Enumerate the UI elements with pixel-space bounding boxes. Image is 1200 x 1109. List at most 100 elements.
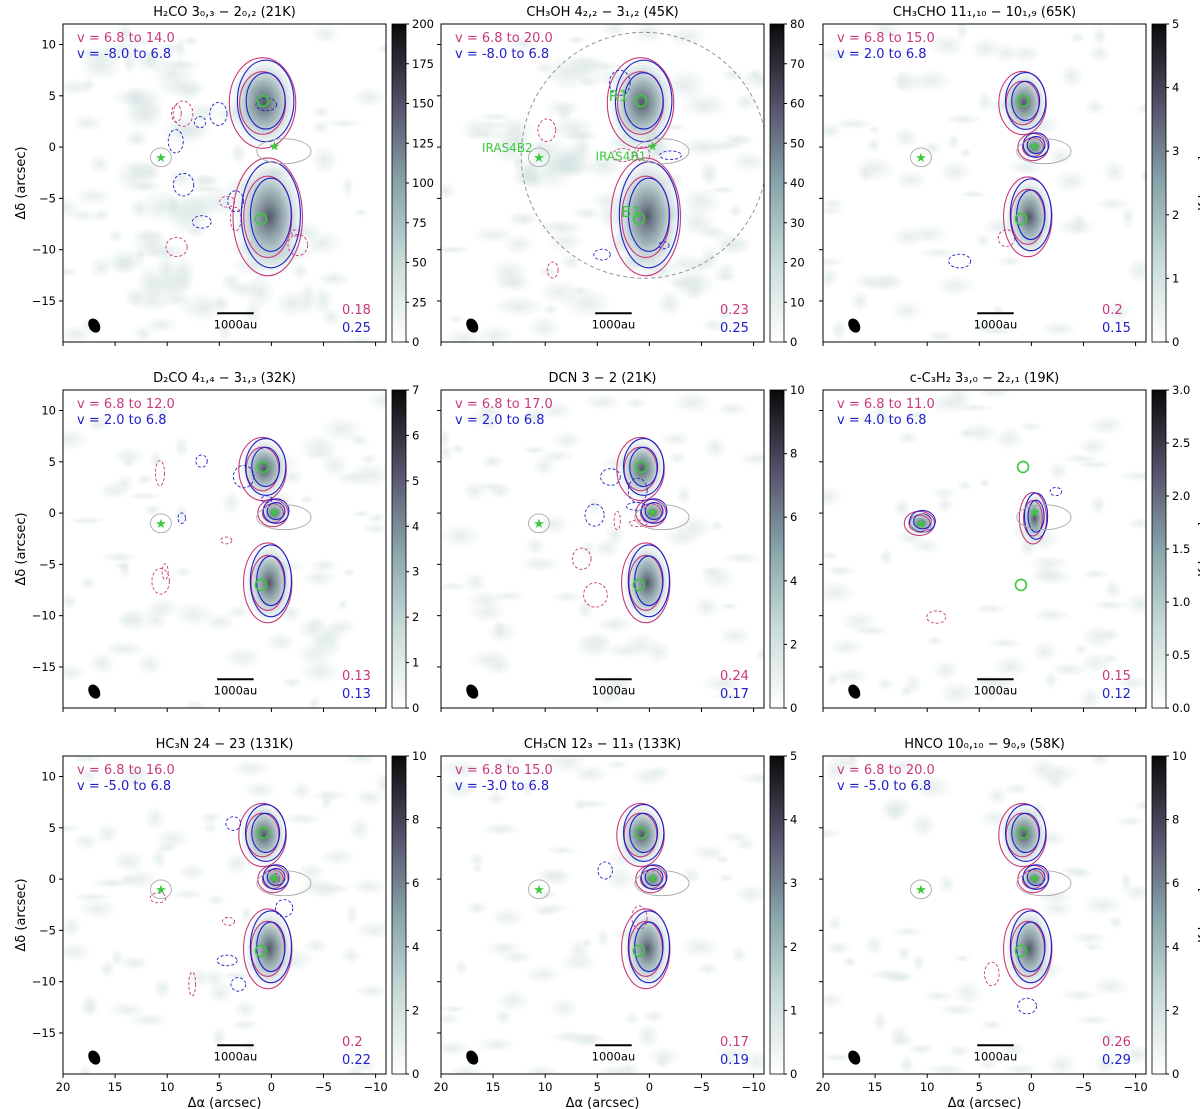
noise-patch (825, 940, 852, 956)
noise-patch (463, 571, 488, 594)
noise-patch (441, 524, 482, 549)
noise-patch (63, 78, 92, 97)
protostar-star-IRAS4B2: ★ (155, 883, 167, 898)
noise-patch (574, 799, 610, 809)
panel-title: CH₃CHO 11₁,₁₀ − 10₁,₉ (65K) (893, 5, 1076, 20)
colorbar-tick-label: 4 (412, 519, 419, 533)
emission-peak (1004, 175, 1055, 259)
noise-patch (826, 756, 862, 773)
noise-patch (1050, 662, 1089, 678)
noise-patch (823, 485, 844, 508)
noise-patch (538, 266, 560, 277)
redshifted-contour (250, 920, 285, 977)
x-tick-label: −10 (741, 1080, 765, 1094)
noise-patch (232, 998, 258, 1020)
noise-patch (320, 452, 350, 478)
noise-patch (895, 430, 920, 445)
x-tick-label: −10 (1123, 1080, 1147, 1094)
y-tick-label: 0 (49, 140, 56, 154)
negative-contour (583, 582, 608, 608)
position-circle-R1 (634, 460, 648, 474)
noise-patch (78, 998, 99, 1018)
extended-patch (554, 141, 589, 178)
noise-patch (545, 756, 588, 775)
colorbar-tick-label: 6 (790, 510, 797, 524)
noise-patch (548, 998, 579, 1019)
noise-patch (353, 789, 386, 807)
noise-patch (486, 790, 508, 807)
noise-patch (1006, 158, 1044, 176)
noise-patch (119, 869, 160, 890)
x-tick-label: 0 (646, 1080, 653, 1094)
blueshifted-contour (249, 177, 292, 252)
colorbar (1151, 23, 1167, 343)
negative-contour (984, 961, 1000, 987)
colorbar-label: K km s⁻¹ (1197, 887, 1200, 943)
noise-patch (728, 204, 743, 218)
protostar-star-IRAS4B2: ★ (533, 883, 545, 898)
noise-patch (924, 1063, 968, 1074)
position-circle-R1 (1016, 826, 1030, 840)
noise-patch (343, 756, 378, 766)
noise-patch (908, 223, 949, 245)
y-tick-label: −15 (32, 294, 56, 308)
noise-patch (524, 965, 563, 984)
blue-velocity-range: v = 2.0 to 6.8 (77, 413, 167, 428)
beam-ellipse (466, 1050, 479, 1065)
protostar-star-IRAS4B1: ★ (647, 506, 659, 521)
noise-patch (106, 1001, 147, 1018)
noise-patch (938, 160, 973, 184)
y-tick-label: −10 (32, 609, 56, 623)
noise-patch (63, 324, 95, 342)
noise-patch (721, 68, 743, 82)
negative-contour (571, 547, 592, 570)
noise-patch (119, 762, 152, 789)
noise-patch (579, 540, 596, 559)
plot-area: ★★1000au (441, 390, 764, 708)
noise-patch (126, 492, 162, 501)
negative-contour (593, 248, 611, 261)
colorbar-tick-label: 0 (1172, 1067, 1179, 1081)
annotation-label: IRAS4B1 (596, 149, 647, 163)
position-circle-R1 (256, 826, 270, 840)
noise-patch (604, 865, 638, 891)
noise-patch (310, 119, 331, 136)
noise-patch (600, 24, 628, 38)
extended-patch (105, 247, 149, 274)
noise-patch (441, 1039, 471, 1057)
noise-patch (952, 980, 984, 1006)
negative-contour (188, 971, 196, 997)
plot-frame (440, 23, 765, 343)
extended-patch (678, 92, 730, 119)
noise-patch (538, 400, 575, 421)
noise-patch (1080, 569, 1110, 580)
blueshifted-contour (1022, 864, 1050, 890)
extended-patch (679, 208, 717, 238)
noise-patch (875, 413, 897, 426)
noise-patch (694, 962, 721, 976)
source-markers: ★★ (155, 826, 280, 958)
beam-ellipse (88, 684, 101, 699)
contours (571, 436, 671, 624)
noise-patch (1125, 517, 1146, 530)
colorbar-tick-label: 70 (790, 57, 805, 71)
noise-patch (537, 513, 571, 536)
continuum-contour (1016, 138, 1072, 165)
noise-patch (351, 1059, 378, 1073)
noise-patch (1081, 894, 1124, 916)
noise-patch (320, 416, 363, 442)
position-circle-R1 (1016, 94, 1030, 108)
position-circle-B1 (254, 212, 268, 226)
noise-patch (973, 603, 1008, 614)
negative-contour (209, 101, 228, 126)
noise-patch (519, 555, 562, 573)
extended-patch (297, 280, 318, 317)
noise-patch (304, 615, 328, 634)
noise-patch (142, 503, 164, 517)
background-noise (823, 756, 1146, 1074)
noise-patch (91, 207, 111, 223)
position-circle-R1 (256, 460, 270, 474)
plot-frame (62, 23, 387, 343)
